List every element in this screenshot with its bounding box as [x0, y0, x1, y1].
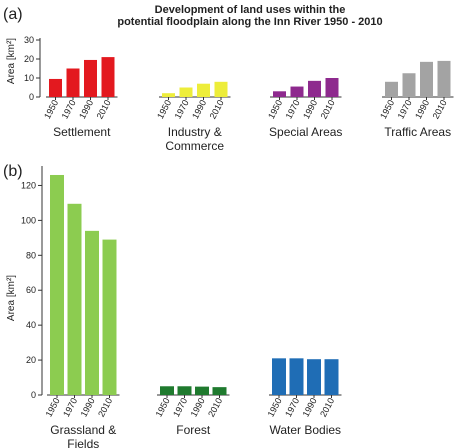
panel-b-category-label: Forest — [176, 423, 211, 437]
panel-b-year-label: 2010 — [318, 396, 336, 418]
panel-a-bar — [290, 86, 304, 97]
panel-a-year-label: 1970 — [173, 98, 191, 120]
panel-a-bar — [420, 61, 433, 97]
panel-b-bar — [177, 386, 192, 395]
panel-b-bar — [195, 386, 209, 395]
panel-b-bar — [102, 239, 117, 395]
panel-b-bar — [50, 174, 64, 395]
panel-a-y-tick-label: 20 — [24, 54, 34, 64]
panel-a-year-label: 1950 — [266, 98, 284, 120]
panel-a-category-label: Industry & — [168, 125, 222, 139]
panel-a-category-label: Settlement — [53, 125, 111, 139]
panel-b-year-label: 1970 — [61, 396, 79, 418]
panel-b-year-label: 1970 — [283, 396, 301, 418]
panel-a-year-label: 2010 — [208, 98, 226, 120]
panel-b-category-label: Grassland & — [50, 423, 116, 437]
panel-a-bar — [308, 80, 321, 97]
panel-b-y-tick-label: 80 — [26, 250, 36, 260]
panel-a-bar — [66, 68, 80, 97]
panel-a-bar — [101, 57, 115, 97]
panel-a-year-label: 1990 — [301, 98, 319, 120]
panel-b-y-tick-label: 40 — [26, 320, 36, 330]
panel-a-bar — [437, 60, 451, 97]
panel-b-year-label: 2010 — [206, 396, 224, 418]
panel-a-bar — [49, 78, 62, 97]
panel-a-bar — [214, 81, 228, 97]
panel-b-year-label: 1950 — [266, 396, 284, 418]
panel-b-y-tick-label: 60 — [26, 285, 36, 295]
panel-a-y-tick-label: 30 — [24, 35, 34, 45]
panel-b-bar — [324, 359, 339, 395]
panel-b-y-tick-label: 100 — [21, 215, 36, 225]
panel-a-year-label: 1950 — [155, 98, 173, 120]
panel-b-y-tick-label: 120 — [21, 180, 36, 190]
panel-a-year-label: 2010 — [95, 98, 113, 120]
panel-b-year-label: 1990 — [189, 396, 207, 418]
panel-b-bar — [212, 387, 227, 395]
panel-b-year-label: 1950 — [44, 396, 62, 418]
panel-a-year-label: 1970 — [284, 98, 302, 120]
panel-a-year-label: 2010 — [431, 98, 449, 120]
panel-a-bar — [385, 81, 398, 97]
panel-a-year-label: 1950 — [378, 98, 396, 120]
panel-a-bar — [179, 87, 193, 97]
panel-b-category-label: Fields — [67, 437, 99, 448]
panel-b-y-axis-label: Area [km²] — [6, 275, 17, 321]
chart-title-line-2: potential floodplain along the Inn River… — [117, 16, 382, 28]
panel-b-bar — [272, 358, 286, 395]
panel-b-category-label: Water Bodies — [269, 423, 341, 437]
panel-a-label: (a) — [3, 6, 23, 23]
panel-a-year-label: 2010 — [319, 98, 337, 120]
panel-a-y-axis-label: Area [km²] — [6, 38, 17, 84]
panel-a-bar — [273, 91, 286, 97]
panel-a-year-label: 1990 — [413, 98, 431, 120]
panel-b-bar — [289, 358, 304, 395]
panel-a-category-label: Commerce — [165, 139, 224, 153]
panel-b-bar — [85, 230, 99, 395]
panel-a-year-label: 1990 — [190, 98, 208, 120]
panel-a-bar — [84, 59, 97, 97]
panel-b-year-label: 2010 — [96, 396, 114, 418]
panel-a-category-label: Traffic Areas — [384, 125, 451, 139]
panel-a-year-label: 1950 — [42, 98, 60, 120]
panel-a-bar — [162, 93, 175, 97]
panel-a-year-label: 1970 — [396, 98, 414, 120]
panel-b-year-label: 1990 — [79, 396, 97, 418]
panel-b-year-label: 1970 — [171, 396, 189, 418]
panel-a-bar — [197, 83, 210, 97]
panel-b-y-tick-label: 20 — [26, 355, 36, 365]
panel-a-bar — [402, 73, 416, 97]
panel-b-label: (b) — [3, 163, 23, 180]
panel-a-year-label: 1970 — [60, 98, 78, 120]
panel-b-bar — [67, 203, 82, 395]
panel-b-y-tick-label: 0 — [31, 390, 36, 400]
panel-a-year-label: 1990 — [77, 98, 95, 120]
panel-a-bar — [325, 78, 339, 97]
panel-a-y-tick-label: 10 — [24, 73, 34, 83]
panel-a-y-tick-label: 0 — [29, 92, 34, 102]
panel-b-year-label: 1950 — [154, 396, 172, 418]
panel-a-category-label: Special Areas — [269, 125, 342, 139]
chart-title-line-1: Development of land uses within the — [155, 4, 346, 16]
panel-b-year-label: 1990 — [301, 396, 319, 418]
panel-b-bar — [307, 359, 321, 395]
panel-b-bar — [160, 386, 174, 395]
